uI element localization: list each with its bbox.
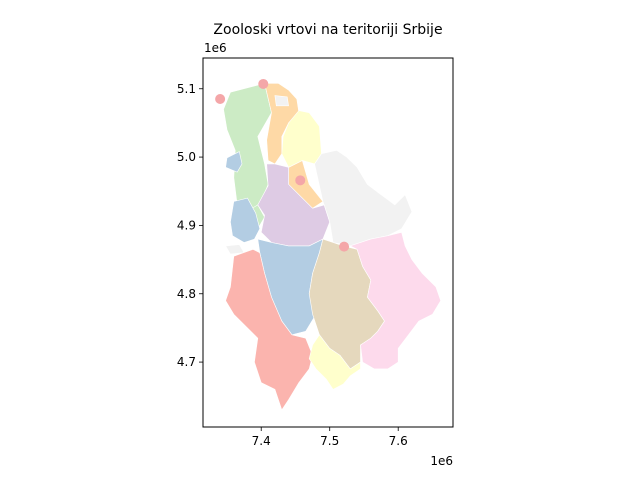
zoo-point-1	[215, 94, 226, 104]
zoo-point-2	[258, 78, 269, 89]
y-tick-label: 4.7	[177, 355, 196, 369]
region-6b	[274, 95, 289, 107]
region-4b	[230, 197, 261, 243]
chart-title: Zooloski vrtovi na teritoriji Srbije	[213, 22, 442, 38]
y-tick-label: 4.8	[177, 287, 196, 301]
region-4	[225, 151, 243, 173]
zoo-point-4	[339, 241, 350, 252]
region-layer	[223, 82, 442, 411]
y-tick-label: 4.9	[177, 218, 196, 232]
axes-frame	[202, 57, 454, 428]
region-11	[308, 334, 361, 390]
region-2	[264, 83, 300, 165]
y-tick-label: 5.1	[177, 82, 196, 96]
y-tick-label: 5.0	[177, 150, 196, 164]
x-tick-label: 7.6	[389, 434, 408, 448]
y-axis: 4.7 4.8 4.9 5.0 5.1	[177, 82, 203, 369]
region-6	[314, 149, 413, 247]
x-axis: 7.4 7.5 7.6	[252, 427, 408, 448]
region-6c	[225, 244, 245, 255]
y-offset-label: 1e6	[204, 41, 227, 55]
zoo-point-3	[295, 175, 306, 186]
zoo-point-layer	[215, 78, 350, 252]
x-offset-label: 1e6	[430, 454, 453, 468]
x-tick-label: 7.5	[320, 434, 339, 448]
region-10	[349, 231, 442, 370]
x-tick-label: 7.4	[252, 434, 271, 448]
region-8	[225, 248, 313, 411]
